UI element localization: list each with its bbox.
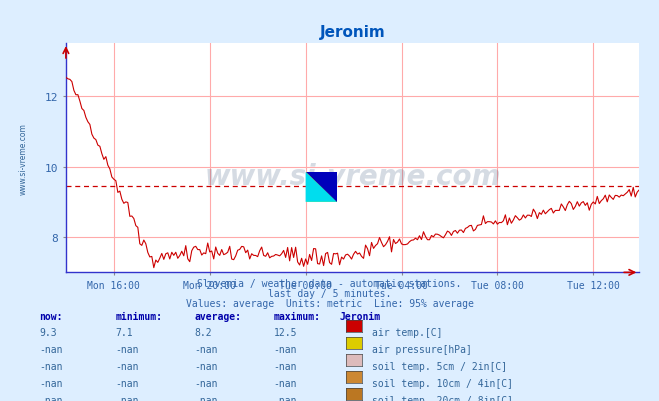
Text: last day / 5 minutes.: last day / 5 minutes. bbox=[268, 289, 391, 299]
Text: soil temp. 10cm / 4in[C]: soil temp. 10cm / 4in[C] bbox=[372, 378, 513, 388]
Title: Jeronim: Jeronim bbox=[320, 25, 386, 40]
Text: now:: now: bbox=[40, 311, 63, 321]
Text: -nan: -nan bbox=[194, 361, 218, 371]
Text: 12.5: 12.5 bbox=[273, 328, 297, 338]
Text: -nan: -nan bbox=[194, 344, 218, 354]
Text: -nan: -nan bbox=[194, 378, 218, 388]
Polygon shape bbox=[306, 172, 337, 203]
Text: soil temp. 5cm / 2in[C]: soil temp. 5cm / 2in[C] bbox=[372, 361, 507, 371]
Text: 8.2: 8.2 bbox=[194, 328, 212, 338]
Text: soil temp. 20cm / 8in[C]: soil temp. 20cm / 8in[C] bbox=[372, 395, 513, 401]
Text: -nan: -nan bbox=[40, 344, 63, 354]
Text: -nan: -nan bbox=[115, 344, 139, 354]
Bar bbox=[306, 172, 337, 203]
Text: 7.1: 7.1 bbox=[115, 328, 133, 338]
Text: average:: average: bbox=[194, 311, 241, 321]
Text: Slovenia / weather data - automatic stations.: Slovenia / weather data - automatic stat… bbox=[197, 279, 462, 289]
Text: -nan: -nan bbox=[273, 395, 297, 401]
Text: www.si-vreme.com: www.si-vreme.com bbox=[204, 163, 501, 190]
Text: -nan: -nan bbox=[273, 378, 297, 388]
Text: -nan: -nan bbox=[115, 361, 139, 371]
Text: -nan: -nan bbox=[115, 378, 139, 388]
Text: -nan: -nan bbox=[273, 344, 297, 354]
Text: air pressure[hPa]: air pressure[hPa] bbox=[372, 344, 473, 354]
Text: Jeronim: Jeronim bbox=[339, 311, 380, 321]
Polygon shape bbox=[306, 172, 337, 203]
Text: www.si-vreme.com: www.si-vreme.com bbox=[18, 123, 28, 194]
Text: -nan: -nan bbox=[273, 361, 297, 371]
Text: -nan: -nan bbox=[194, 395, 218, 401]
Text: -nan: -nan bbox=[40, 361, 63, 371]
Text: -nan: -nan bbox=[40, 378, 63, 388]
Text: 9.3: 9.3 bbox=[40, 328, 57, 338]
Text: minimum:: minimum: bbox=[115, 311, 162, 321]
Text: Values: average  Units: metric  Line: 95% average: Values: average Units: metric Line: 95% … bbox=[186, 299, 473, 309]
Text: maximum:: maximum: bbox=[273, 311, 320, 321]
Text: -nan: -nan bbox=[40, 395, 63, 401]
Text: -nan: -nan bbox=[115, 395, 139, 401]
Text: air temp.[C]: air temp.[C] bbox=[372, 328, 443, 338]
